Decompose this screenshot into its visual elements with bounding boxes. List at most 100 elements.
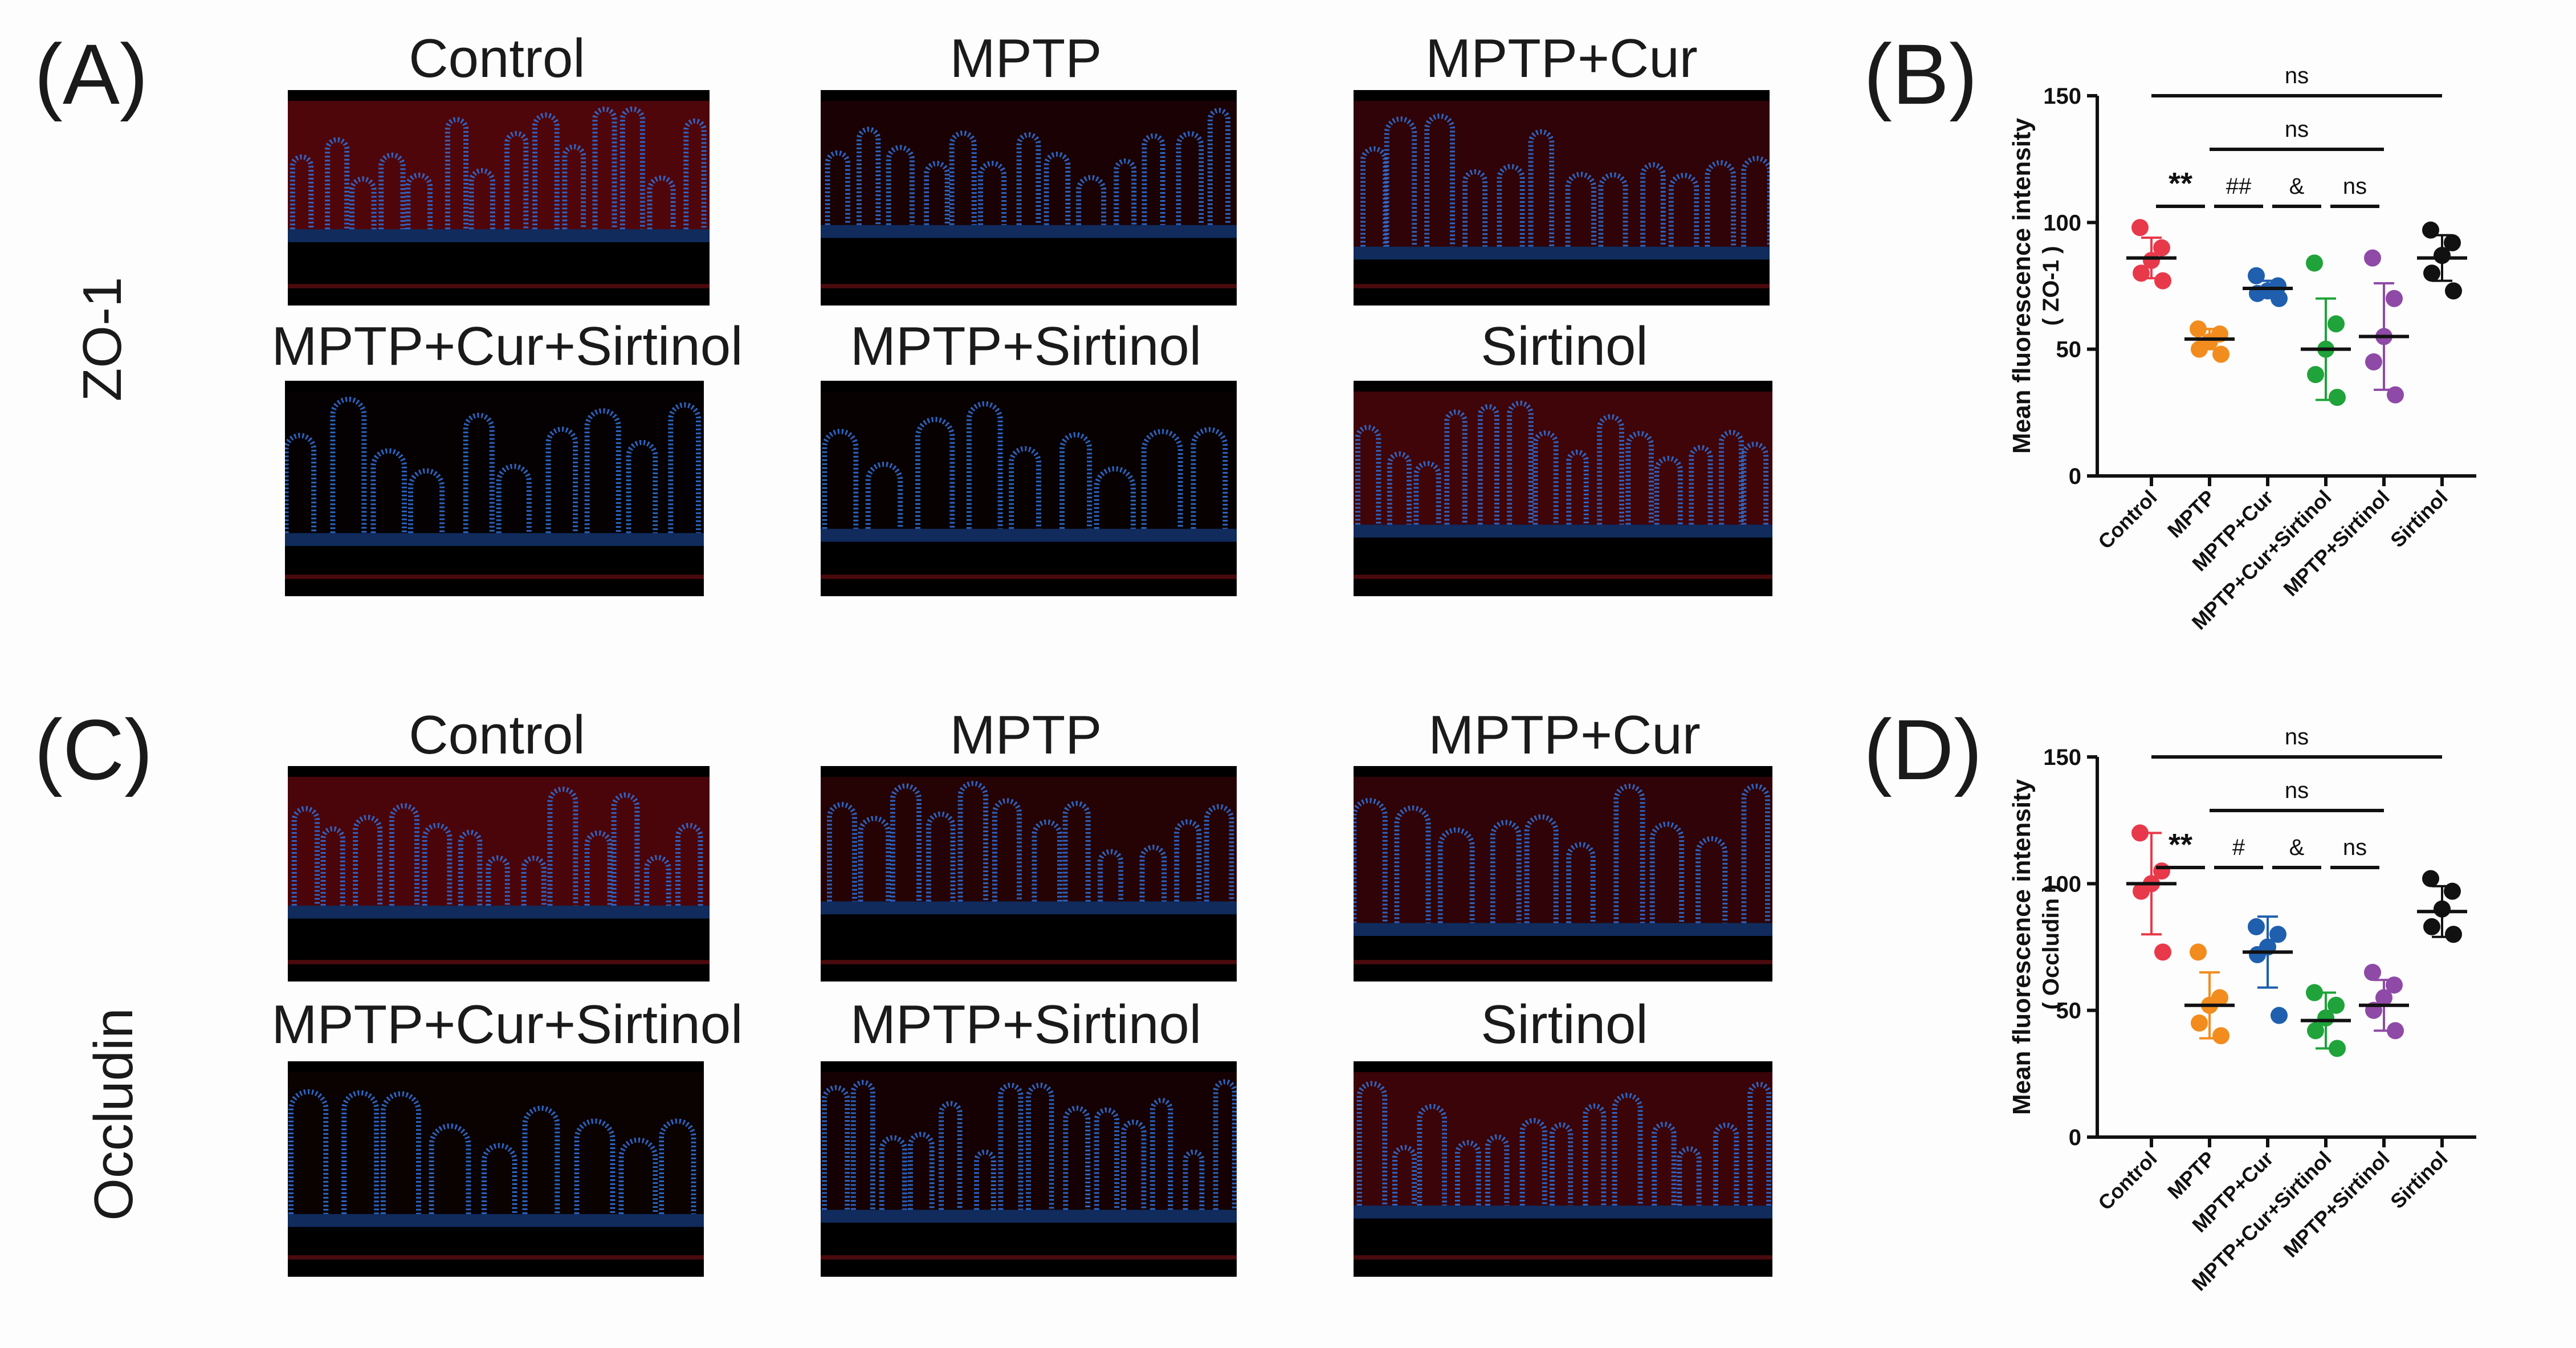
tissue-crypt bbox=[1649, 821, 1685, 923]
y-tick-label: 100 bbox=[2043, 210, 2081, 235]
tissue-crypt bbox=[521, 856, 547, 906]
tissue-basal-layer bbox=[1354, 524, 1772, 538]
tissue-red-signal bbox=[821, 391, 1237, 529]
significance-label: ns bbox=[2343, 174, 2367, 199]
micrograph-zo1-mptp bbox=[821, 90, 1237, 306]
y-tick-label: 0 bbox=[2069, 1125, 2081, 1150]
significance-label: ** bbox=[2169, 166, 2192, 201]
data-point bbox=[2387, 386, 2404, 404]
tissue-basal-layer bbox=[1354, 923, 1772, 936]
tissue-crypt bbox=[957, 781, 989, 902]
tissue-crypt bbox=[850, 1080, 875, 1210]
tissue-crypt bbox=[1207, 108, 1231, 225]
tissue-crypt bbox=[675, 822, 703, 906]
tissue-crypt bbox=[1356, 1081, 1388, 1206]
tissue-crypt bbox=[1462, 169, 1488, 247]
significance-label: ns bbox=[2285, 724, 2309, 750]
tissue-crypt bbox=[504, 131, 529, 230]
data-point bbox=[2248, 267, 2265, 284]
y-tick-label: 50 bbox=[2056, 999, 2082, 1024]
tissue-crypt bbox=[592, 107, 617, 230]
tissue-crypt bbox=[532, 112, 560, 230]
data-point bbox=[2133, 264, 2150, 282]
micrograph-occ-mptp-cur-sirtinol bbox=[288, 1061, 704, 1277]
data-point bbox=[2153, 239, 2170, 256]
tissue-crypt bbox=[1213, 1079, 1237, 1210]
tissue-crypt bbox=[290, 154, 314, 230]
data-point bbox=[2133, 882, 2150, 900]
tissue-crypt bbox=[429, 1123, 471, 1214]
tissue-crypt bbox=[405, 172, 433, 230]
tissue-basal-layer bbox=[1354, 1206, 1772, 1219]
tissue-basal-layer bbox=[288, 1213, 704, 1227]
row-label-zo1: ZO-1 bbox=[72, 276, 133, 402]
micrograph-zo1-mptp-cur-sirtinol bbox=[285, 381, 704, 596]
tissue-basal-layer bbox=[288, 905, 710, 919]
tissue-crypt bbox=[879, 1135, 907, 1210]
tissue-crypt bbox=[1016, 132, 1041, 225]
tissue-muscle-layer bbox=[821, 1255, 1237, 1260]
x-tick-label: MPTP+Sirtinol bbox=[2279, 486, 2394, 601]
data-point bbox=[2190, 943, 2207, 961]
x-tick-label: Sirtinol bbox=[2386, 1147, 2452, 1213]
data-point bbox=[2212, 1027, 2229, 1045]
x-tick-label: MPTP bbox=[2163, 486, 2220, 543]
tissue-crypt bbox=[1640, 162, 1666, 247]
tissue-crypt bbox=[1741, 441, 1769, 525]
tissue-crypt bbox=[644, 854, 671, 906]
data-point bbox=[2375, 989, 2392, 1007]
title-zo1-mptp-cur: MPTP+Cur bbox=[1425, 28, 1698, 89]
tissue-crypt bbox=[1566, 842, 1596, 923]
tissue-crypt bbox=[924, 161, 950, 225]
y-axis-label: Mean fluorescence intensity bbox=[2008, 779, 2036, 1115]
tissue-crypt bbox=[886, 145, 915, 225]
data-point bbox=[2386, 976, 2403, 994]
data-point bbox=[2445, 926, 2462, 943]
tissue-crypt bbox=[1597, 414, 1624, 525]
tissue-crypt bbox=[486, 855, 510, 906]
micrograph-occ-mptp-cur bbox=[1354, 766, 1772, 982]
row-label-occludin: Occludin bbox=[83, 1008, 144, 1221]
data-point bbox=[2271, 1007, 2288, 1024]
tissue-crypt bbox=[1176, 131, 1204, 225]
data-point bbox=[2364, 249, 2381, 267]
tissue-crypt bbox=[992, 798, 1022, 902]
micrograph-zo1-control bbox=[288, 90, 710, 306]
tissue-muscle-layer bbox=[821, 575, 1237, 579]
tissue-crypt bbox=[1612, 1093, 1643, 1206]
x-tick-label: MPTP+Sirtinol bbox=[2279, 1147, 2394, 1262]
tissue-crypt bbox=[998, 1082, 1024, 1210]
tissue-muscle-layer bbox=[285, 575, 704, 579]
tissue-crypt bbox=[1524, 814, 1559, 923]
tissue-crypt bbox=[826, 802, 858, 902]
tissue-crypt bbox=[1718, 430, 1744, 525]
tissue-crypt bbox=[821, 1085, 850, 1210]
tissue-crypt bbox=[858, 816, 891, 902]
micrograph-occ-sirtinol bbox=[1354, 1061, 1772, 1277]
tissue-crypt bbox=[1625, 431, 1654, 525]
chart-occludin: Mean fluorescence intensity( Occludin ) 0… bbox=[2008, 724, 2476, 1296]
tissue-crypt bbox=[619, 106, 645, 230]
tissue-crypt bbox=[380, 1091, 421, 1214]
tissue-crypt bbox=[1413, 461, 1441, 525]
y-axis-label-marker: ( Occludin ) bbox=[2039, 885, 2064, 1010]
tissue-muscle-layer bbox=[288, 1255, 704, 1260]
significance-label: ns bbox=[2285, 778, 2309, 803]
tissue-crypt bbox=[288, 1089, 329, 1214]
tissue-crypt bbox=[1394, 805, 1431, 923]
tissue-crypt bbox=[1062, 801, 1091, 902]
tissue-basal-layer bbox=[1354, 246, 1770, 260]
tissue-crypt bbox=[1454, 1140, 1481, 1206]
title-occ-sirtinol: Sirtinol bbox=[1481, 994, 1648, 1055]
tissue-crypt bbox=[378, 152, 406, 230]
tissue-crypt bbox=[1583, 1103, 1607, 1206]
tissue-crypt bbox=[825, 150, 850, 225]
tissue-crypt bbox=[978, 161, 1007, 225]
tissue-crypt bbox=[482, 1143, 517, 1214]
tissue-red-signal bbox=[821, 100, 1237, 225]
tissue-crypt bbox=[1528, 129, 1555, 247]
tissue-muscle-layer bbox=[821, 284, 1237, 288]
tissue-crypt bbox=[1174, 819, 1202, 902]
tissue-muscle-layer bbox=[288, 960, 710, 964]
tissue-red-signal bbox=[1354, 391, 1772, 525]
